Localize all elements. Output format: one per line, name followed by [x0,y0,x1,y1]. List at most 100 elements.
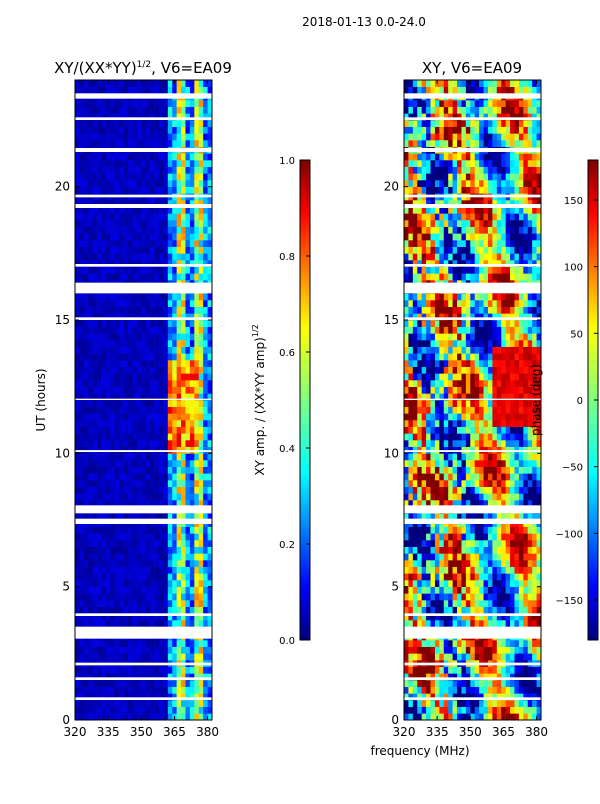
heatmap-cell [488,387,493,394]
heatmap-cell [97,273,102,280]
heatmap-cell [461,427,466,434]
heatmap-cell [128,667,133,674]
heatmap-cell [110,580,115,587]
heatmap-cell [115,700,120,707]
heatmap-cell [479,667,484,674]
heatmap-cell [75,140,80,147]
heatmap-cell [137,413,142,420]
heatmap-cell [137,187,142,194]
heatmap-cell [426,347,431,354]
heatmap-cell [177,227,182,234]
heatmap-cell [444,587,449,594]
heatmap-cell [102,480,107,487]
heatmap-cell [488,560,493,567]
heatmap-cell [97,407,102,414]
heatmap-cell [155,140,160,147]
heatmap-cell [177,527,182,534]
heatmap-cell [155,640,160,647]
heatmap-cell [79,380,84,387]
heatmap-cell [79,533,84,540]
heatmap-cell [141,100,146,107]
heatmap-cell [199,427,204,434]
heatmap-cell [97,240,102,247]
heatmap-cell [194,167,199,174]
heatmap-cell [426,573,431,580]
heatmap-cell [492,400,497,407]
heatmap-cell [492,573,497,580]
heatmap-cell [102,320,107,327]
heatmap-cell [115,300,120,307]
heatmap-cell [506,527,511,534]
heatmap-cell [506,373,511,380]
heatmap-cell [413,473,418,480]
heatmap-cell [475,333,480,340]
heatmap-cell [203,600,208,607]
heatmap-cell [497,467,502,474]
heatmap-cell [484,587,489,594]
flagged-ut-band [75,264,212,267]
heatmap-cell [110,407,115,414]
heatmap-cell [102,593,107,600]
heatmap-cell [93,713,98,720]
heatmap-cell [488,607,493,614]
heatmap-cell [199,680,204,687]
heatmap-cell [528,480,533,487]
heatmap-cell [528,453,533,460]
heatmap-cell [141,327,146,334]
heatmap-cell [119,540,124,547]
heatmap-cell [75,413,80,420]
heatmap-cell [523,360,528,367]
heatmap-cell [475,373,480,380]
heatmap-cell [492,333,497,340]
heatmap-cell [523,413,528,420]
heatmap-cell [132,367,137,374]
heatmap-cell [417,527,422,534]
amplitude-colorbar-gradient [300,160,310,640]
heatmap-cell [106,127,111,134]
heatmap-cell [439,540,444,547]
heatmap-cell [75,533,80,540]
heatmap-cell [457,360,462,367]
heatmap-cell [159,680,164,687]
heatmap-cell [75,667,80,674]
heatmap-cell [110,333,115,340]
heatmap-cell [150,153,155,160]
heatmap-cell [132,460,137,467]
heatmap-cell [199,333,204,340]
heatmap-cell [115,120,120,127]
heatmap-cell [150,267,155,274]
heatmap-cell [119,567,124,574]
heatmap-cell [119,333,124,340]
heatmap-cell [168,547,173,554]
heatmap-cell [115,187,120,194]
heatmap-cell [79,427,84,434]
heatmap-cell [457,533,462,540]
heatmap-cell [128,653,133,660]
heatmap-cell [470,473,475,480]
heatmap-cell [519,420,524,427]
heatmap-cell [203,560,208,567]
heatmap-cell [190,680,195,687]
heatmap-cell [435,700,440,707]
heatmap-cell [172,607,177,614]
heatmap-cell [119,493,124,500]
heatmap-cell [190,667,195,674]
heatmap-cell [453,387,458,394]
heatmap-cell [172,647,177,654]
heatmap-cell [475,467,480,474]
heatmap-cell [163,360,168,367]
heatmap-cell [181,253,186,260]
heatmap-cell [132,267,137,274]
heatmap-cell [106,473,111,480]
heatmap-cell [84,100,89,107]
heatmap-cell [155,593,160,600]
heatmap-cell [172,167,177,174]
heatmap-cell [203,133,208,140]
heatmap-cell [181,87,186,94]
heatmap-cell [141,307,146,314]
heatmap-cell [492,353,497,360]
heatmap-cell [497,353,502,360]
heatmap-cell [159,160,164,167]
heatmap-cell [106,427,111,434]
heatmap-cell [514,600,519,607]
